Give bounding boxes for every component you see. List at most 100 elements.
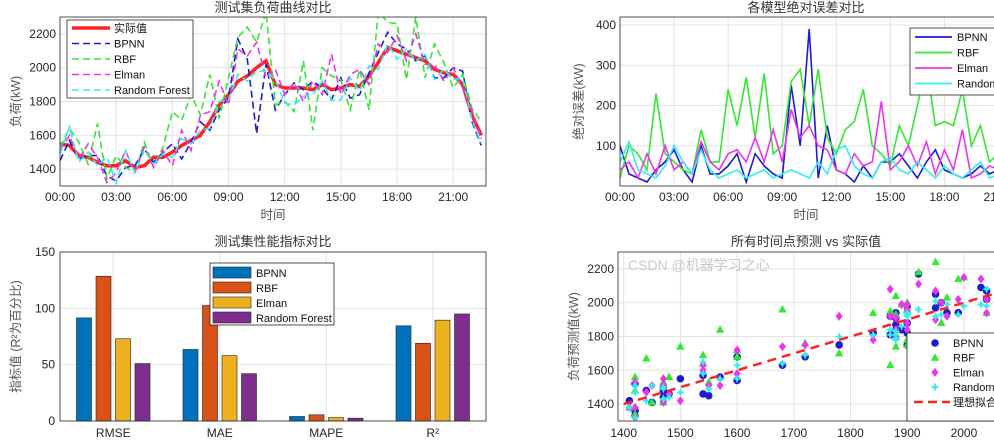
point-rbf xyxy=(676,342,685,350)
x-tick-label: 03:00 xyxy=(659,190,689,204)
point-rbf xyxy=(982,242,990,250)
legend: BPNN RBF Elman Random Forest理想拟合 xyxy=(906,332,994,422)
x-tick-label: 00:00 xyxy=(45,190,75,204)
x-tick-label: 18:00 xyxy=(929,190,959,204)
legend-label: RBF xyxy=(957,48,979,60)
point-random-forest xyxy=(732,360,742,370)
legend-label: BPNN xyxy=(953,338,984,350)
point-elman xyxy=(716,381,724,391)
y-tick-label: 400 xyxy=(596,18,616,32)
legend-swatch xyxy=(212,281,252,294)
point-random-forest xyxy=(942,299,952,309)
point-random-forest xyxy=(715,374,725,384)
legend-label: RBF xyxy=(256,283,278,295)
legend-label: Random Forest xyxy=(114,85,190,97)
x-tick-label: 18:00 xyxy=(382,190,412,204)
legend-marker xyxy=(931,367,939,377)
point-random-forest xyxy=(630,381,640,391)
point-rbf xyxy=(914,267,923,276)
axes-box xyxy=(619,16,994,187)
x-tick-label: 09:00 xyxy=(767,190,797,204)
x-tick-label: 1700 xyxy=(780,426,807,440)
y-tick-label: 1600 xyxy=(29,128,56,142)
point-elman xyxy=(977,274,985,284)
point-random-forest xyxy=(891,335,901,345)
bar-elman-mae xyxy=(221,355,238,422)
point-elman xyxy=(932,286,940,296)
legend-swatch xyxy=(212,266,252,279)
point-elman xyxy=(892,313,900,323)
point-random-forest xyxy=(664,392,674,402)
x-tick-label: 09:00 xyxy=(214,190,244,204)
legend: BPNN RBF Elman Random Forest xyxy=(209,262,335,326)
point-elman xyxy=(937,298,945,308)
y-tick-label: 300 xyxy=(596,58,616,72)
x-tick-label: 21:00 xyxy=(983,190,994,204)
legend: BPNN RBF Elman Random Forest xyxy=(909,27,994,96)
chart-title: 测试集负荷曲线对比 xyxy=(214,0,331,15)
point-elman xyxy=(886,311,894,321)
x-tick-label: 12:00 xyxy=(821,190,851,204)
bar-rbf-rmse xyxy=(95,275,112,422)
x-tick-label: 00:00 xyxy=(605,190,635,204)
point-rbf xyxy=(942,293,952,301)
point-bpnn xyxy=(699,390,707,398)
y-tick-label: 50 xyxy=(42,358,56,372)
legend: 实际值 BPNN RBF Elman Random Forest xyxy=(66,19,194,99)
legend-label: Random Forest xyxy=(957,79,994,91)
x-axis-label: 时间 xyxy=(793,208,818,222)
bar-bpnn-r² xyxy=(395,325,412,422)
point-random-forest xyxy=(885,325,895,335)
legend-label: BPNN xyxy=(256,268,287,280)
y-tick-label: 2200 xyxy=(29,27,56,41)
y-tick-label: 1800 xyxy=(587,330,614,344)
point-rbf xyxy=(977,242,985,250)
watermark: CSDN @机器学习之心 xyxy=(628,257,770,273)
point-random-forest xyxy=(936,310,946,320)
y-axis-label: 指标值 (R²为百分比) xyxy=(8,280,23,393)
x-tick-label: 12:00 xyxy=(270,190,300,204)
point-bpnn xyxy=(676,374,685,383)
bar-random-forest-mape xyxy=(347,417,364,422)
point-random-forest xyxy=(959,301,969,311)
point-rbf xyxy=(647,397,657,406)
chart-title: 测试集性能指标对比 xyxy=(214,234,331,249)
legend-label: 实际值 xyxy=(114,21,147,35)
point-random-forest xyxy=(624,402,634,412)
bar-bpnn-mae xyxy=(182,349,199,422)
error-rbf-line xyxy=(620,65,994,179)
legend-label: BPNN xyxy=(114,39,145,51)
point-random-forest xyxy=(658,394,668,404)
legend-label: Random Forest xyxy=(953,382,994,394)
bar-bpnn-mape xyxy=(289,416,305,422)
series-rbf-line xyxy=(60,17,482,183)
point-elman xyxy=(733,345,741,355)
point-rbf xyxy=(954,274,963,283)
x-tick-label: 1500 xyxy=(667,426,694,440)
point-rbf xyxy=(886,360,895,369)
chart-title: 所有时间点预测 vs 实际值 xyxy=(731,234,881,249)
point-elman xyxy=(642,387,650,397)
axes-box xyxy=(59,16,487,187)
x-tick-label: R² xyxy=(426,426,439,440)
point-random-forest xyxy=(777,359,787,369)
point-elman xyxy=(960,272,968,282)
point-rbf xyxy=(732,352,742,360)
p4-panel: 1400 1500 1600 1700 1800 1900 2000 1400 1600 1800… xyxy=(566,234,994,440)
x-tick-label: 21:00 xyxy=(438,190,468,204)
point-elman xyxy=(903,299,911,309)
point-rbf xyxy=(630,372,640,381)
x-axis-label: 时间 xyxy=(260,208,285,222)
point-random-forest xyxy=(982,301,992,311)
legend-label: Elman xyxy=(957,63,988,75)
point-random-forest xyxy=(834,332,844,341)
point-random-forest xyxy=(897,321,907,331)
point-rbf xyxy=(778,304,787,313)
y-tick-label: 0 xyxy=(48,414,55,428)
x-tick-label: MAE xyxy=(207,426,233,440)
point-elman xyxy=(778,342,786,352)
chart-title: 各模型绝对误差对比 xyxy=(747,0,864,15)
x-tick-label: 2000 xyxy=(951,426,978,440)
y-tick-label: 2200 xyxy=(587,262,614,276)
